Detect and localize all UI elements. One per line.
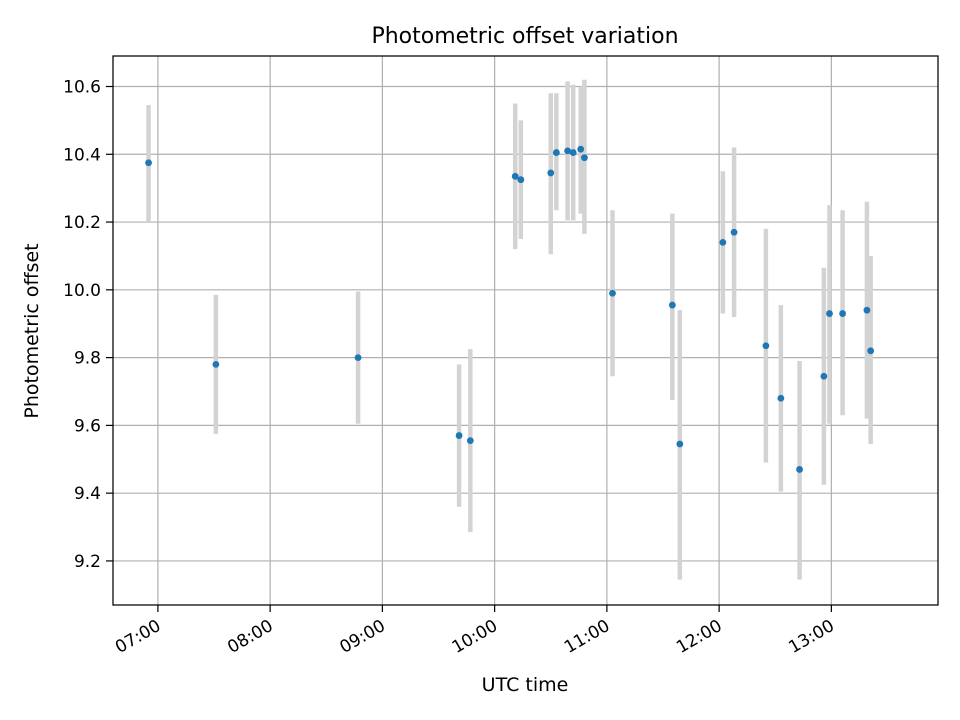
axis-ticks: 07:00 08:00 09:00 10:00 11:00 12:00 13:00 9.2 9.… bbox=[63, 78, 838, 658]
y-tick-label: 9.6 bbox=[74, 416, 101, 436]
data-point bbox=[212, 360, 220, 368]
data-point bbox=[839, 310, 846, 317]
x-tick-label: 08:00 bbox=[224, 616, 276, 658]
data-point bbox=[581, 154, 588, 162]
x-tick-label: 12:00 bbox=[673, 616, 725, 658]
y-tick-label: 10.2 bbox=[63, 213, 101, 233]
x-axis-label: UTC time bbox=[482, 674, 569, 696]
data-point bbox=[676, 440, 684, 448]
data-point bbox=[867, 347, 875, 355]
data-point bbox=[547, 169, 555, 177]
data-point bbox=[145, 159, 152, 167]
data-point bbox=[564, 147, 571, 155]
y-tick-label: 10.0 bbox=[63, 281, 101, 301]
plot-frame bbox=[112, 55, 939, 606]
chart-title: Photometric offset variation bbox=[371, 24, 678, 49]
data-point bbox=[826, 310, 833, 317]
data-points bbox=[145, 145, 875, 473]
data-point bbox=[609, 289, 616, 297]
data-point bbox=[762, 342, 770, 350]
data-point bbox=[777, 394, 785, 402]
x-tick-label: 13:00 bbox=[785, 616, 837, 658]
data-point bbox=[511, 172, 519, 180]
data-point bbox=[569, 149, 577, 156]
y-tick-label: 9.8 bbox=[74, 349, 101, 369]
y-tick-label: 9.2 bbox=[74, 552, 101, 572]
data-point bbox=[466, 437, 474, 445]
x-tick-label: 09:00 bbox=[336, 616, 388, 658]
data-point bbox=[455, 432, 463, 439]
x-tick-label: 11:00 bbox=[561, 616, 613, 658]
x-tick-label: 10:00 bbox=[449, 616, 501, 658]
data-point bbox=[863, 306, 871, 314]
data-point bbox=[796, 466, 803, 473]
data-point bbox=[517, 176, 525, 184]
data-point bbox=[354, 354, 362, 362]
grid-lines bbox=[113, 56, 938, 605]
data-point bbox=[730, 228, 738, 236]
y-tick-label: 10.4 bbox=[63, 145, 101, 165]
x-tick-label: 07:00 bbox=[112, 616, 164, 658]
data-point bbox=[552, 149, 560, 156]
data-point bbox=[820, 372, 828, 380]
y-tick-label: 9.4 bbox=[74, 484, 101, 504]
y-axis-label: Photometric offset bbox=[21, 243, 43, 418]
y-tick-label: 10.6 bbox=[63, 78, 101, 98]
data-point bbox=[668, 301, 676, 309]
data-point bbox=[577, 145, 585, 153]
data-point bbox=[719, 238, 727, 246]
